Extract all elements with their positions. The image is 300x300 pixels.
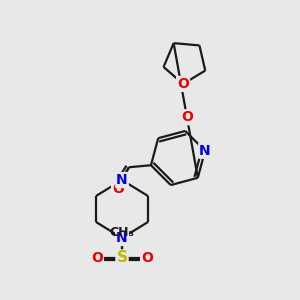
Text: O: O [181, 110, 193, 124]
Text: N: N [116, 231, 128, 245]
Text: O: O [177, 77, 189, 91]
Text: O: O [91, 251, 103, 265]
Text: O: O [112, 182, 124, 196]
Text: N: N [199, 144, 211, 158]
Text: O: O [141, 251, 153, 265]
Text: CH₃: CH₃ [110, 226, 134, 239]
Text: N: N [116, 173, 128, 187]
Text: S: S [116, 250, 128, 266]
